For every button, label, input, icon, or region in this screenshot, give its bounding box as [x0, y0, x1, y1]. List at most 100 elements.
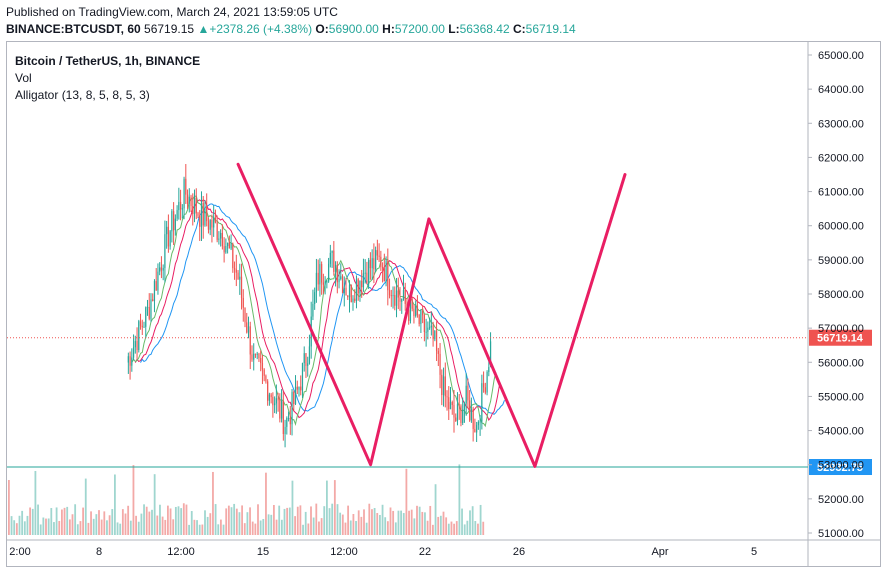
- candle-body: [375, 250, 377, 270]
- candle-body: [242, 297, 244, 308]
- candle-body: [383, 268, 385, 282]
- candle-body: [280, 401, 283, 419]
- volume-bar: [174, 506, 177, 535]
- volume-bar: [333, 480, 336, 535]
- candle-body: [223, 246, 225, 253]
- volume-bar: [469, 510, 471, 535]
- candle-body: [296, 386, 298, 390]
- y-tick-label: 55000.00: [818, 391, 864, 403]
- candle-body: [435, 331, 438, 351]
- candle-body: [387, 261, 389, 291]
- volume-bar: [270, 514, 273, 535]
- candle-body: [293, 392, 295, 405]
- x-tick-label: 5: [751, 546, 757, 558]
- candle-body: [404, 290, 406, 304]
- volume-bar: [424, 512, 426, 535]
- volume-bar: [416, 505, 418, 535]
- chart-frame[interactable]: [6, 41, 881, 567]
- volume-bar: [275, 519, 278, 535]
- candle-body: [167, 226, 170, 247]
- volume-bar: [39, 524, 42, 535]
- volume-bar: [455, 521, 458, 535]
- candle-body: [178, 201, 180, 211]
- volume-bar: [371, 509, 373, 535]
- volume-bar: [119, 523, 122, 535]
- candle-body: [482, 383, 485, 388]
- chart-legend: Bitcoin / TetherUS, 1h, BINANCE Vol Alli…: [15, 53, 200, 104]
- volume-bar: [214, 504, 217, 535]
- candle-body: [164, 234, 166, 268]
- y-tick-label: 58000.00: [818, 289, 864, 301]
- volume-bar: [177, 506, 180, 535]
- volume-bar: [461, 508, 463, 535]
- candle-body: [206, 207, 208, 222]
- candle-body: [409, 299, 412, 321]
- candle-body: [230, 243, 232, 249]
- time-axis[interactable]: 2:00 8 12:00 15 12:00 22 26 Apr 5: [9, 546, 757, 558]
- y-tick-label: 53000.00: [818, 460, 864, 472]
- volume-bar: [135, 515, 137, 535]
- volume-bar: [241, 505, 243, 535]
- candle-body: [317, 272, 319, 285]
- candle-body: [279, 400, 281, 419]
- legend-volume: Vol: [15, 71, 32, 85]
- volume-bar: [34, 470, 37, 535]
- candle-body: [232, 243, 234, 269]
- candle-body: [277, 398, 279, 401]
- candle-body: [254, 353, 257, 355]
- candle-body: [282, 401, 284, 435]
- x-tick-label: Apr: [651, 546, 668, 558]
- candle-body: [331, 250, 333, 253]
- volume-bar: [384, 517, 387, 535]
- candle-body: [362, 273, 365, 288]
- volume-bar: [55, 507, 58, 535]
- volume-bar: [84, 478, 87, 535]
- candle-body: [260, 358, 262, 364]
- candle-body: [179, 201, 182, 210]
- candle-body: [481, 383, 483, 422]
- price-axis[interactable]: 65000.00 64000.00 63000.00 62000.00 61000.00…: [808, 50, 864, 540]
- candle-body: [385, 261, 387, 282]
- volume-bar: [405, 468, 408, 535]
- candle-body: [237, 272, 239, 280]
- candle-body: [340, 276, 342, 279]
- candle-body: [173, 211, 175, 231]
- candle-body: [416, 305, 419, 315]
- volume-bar: [482, 521, 485, 535]
- volume-bar: [10, 516, 13, 535]
- candle-body: [442, 376, 445, 396]
- candle-body: [380, 256, 382, 268]
- candle-body: [472, 408, 474, 429]
- volume-bar: [402, 513, 405, 535]
- volume-bar: [336, 504, 339, 535]
- candle-body: [354, 298, 356, 302]
- publish-header: Published on TradingView.com, March 24, …: [0, 0, 886, 40]
- volume-bar: [92, 518, 95, 535]
- candle-body: [418, 314, 420, 324]
- y-tick-label: 65000.00: [818, 50, 864, 62]
- volume-bar: [246, 512, 249, 535]
- candle-body: [174, 218, 176, 231]
- candle-body: [307, 363, 309, 366]
- volume-bars: [8, 464, 485, 535]
- x-tick-label: 12:00: [330, 546, 358, 558]
- volume-bar: [360, 516, 363, 535]
- drawings: 52932.75 56719.14: [7, 162, 872, 476]
- candle-body: [274, 403, 276, 406]
- volume-bar: [45, 518, 47, 535]
- candle-body: [131, 357, 133, 366]
- candle-body: [265, 375, 267, 382]
- volume-bar: [227, 505, 230, 535]
- volume-bar: [238, 512, 241, 535]
- candle-body: [388, 290, 391, 296]
- candle-body: [324, 281, 326, 285]
- volume-bar: [310, 506, 312, 535]
- volume-bar: [217, 524, 220, 535]
- volume-bar: [209, 513, 212, 535]
- candle-body: [408, 309, 410, 321]
- candle-body: [233, 268, 236, 270]
- last-price: 56719.15: [144, 22, 195, 36]
- candle-body: [166, 226, 168, 235]
- candle-body: [221, 232, 223, 247]
